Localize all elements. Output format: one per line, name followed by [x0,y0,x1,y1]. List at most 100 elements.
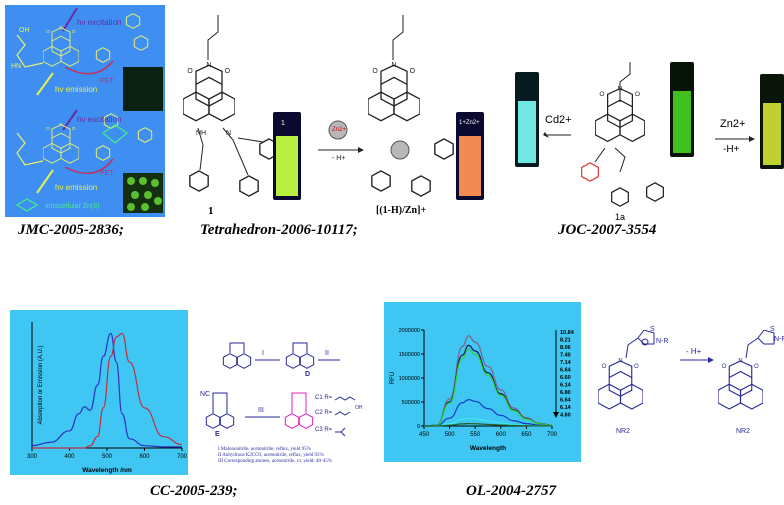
legend-label: 8.21 [560,338,571,344]
oh-label: OH [355,405,363,411]
compound-d: D [305,371,311,378]
emission-label: hν emission [55,85,98,94]
pet-arrow [64,60,114,75]
x-tick-label: 300 [27,454,38,460]
r-group-c2: C2 R= [315,410,333,416]
nr2-label-product: NR2 [736,428,751,435]
compound-e: E [215,431,220,438]
emission-arrow [36,72,54,96]
compound-1a-label: 1a [615,212,626,222]
excitation-label: hν excitation [77,18,122,27]
x-tick-label: 450 [419,432,430,438]
reference-jmc: JMC-2005-2836; [18,222,124,238]
legend-label: 6.60 [560,375,571,381]
cc-spectrum-chart: 300 400 500 600 700 Wavelength /nm Absorption … [10,310,188,475]
nc-label: NC [200,391,211,398]
x-tick-label: 700 [177,454,188,460]
zn-sphere-icon [328,120,348,140]
x-tick-label: 500 [102,454,113,460]
x-tick-label: 400 [64,454,75,460]
s-label: S [650,326,655,333]
r-group-c1: C1 R= [315,395,333,401]
vial-cd [515,72,539,167]
legend-label: 7.40 [560,353,571,359]
ol-structures: - H+ NR2 NR2 S S N-R N-R [588,326,784,450]
cell-image-dim [123,67,163,111]
ph-arrow-head [553,412,559,418]
cd-reagent: Cd2+ [545,114,572,126]
zn-reagent: Zn2+ [332,127,346,133]
compound-1-label: 1 [208,205,214,217]
scheme-note-1: I Malononitrile, acetonitrile, reflux, y… [218,447,311,452]
vial-1: 1 [273,112,301,200]
legend-label: 6.14 [560,405,572,411]
complex-label: [(1-H)/Zn]+ [376,205,427,216]
series-line-1 [32,332,183,449]
n-label: N [226,130,232,137]
step-1: I [262,350,264,357]
legend-label: 10.84 [560,330,575,336]
x-axis-label: Wavelength [470,445,506,452]
ol-fluorescence-chart: 450 500 550 600 650 700 0 500000 1000000 1500000 2… [384,302,581,462]
x-tick-label: 550 [470,432,481,438]
series-line-0 [31,332,182,448]
y-axis-label: RFU [390,372,396,384]
legend-label: 6.64 [560,368,572,374]
legend-label: 7.14 [560,360,572,366]
x-tick-label: 700 [547,432,558,438]
jmc-figure: hν excitation OH HN PET hν emission hν e… [5,5,165,217]
x-tick-label: 650 [521,432,532,438]
legend-label: 8.06 [560,345,571,351]
y-tick-label: 1500000 [399,352,420,358]
condition: -H+ [723,144,740,155]
emission-label-2: hν emission [55,183,98,192]
nh-label: HN [11,63,22,70]
y-tick-label: 2000000 [399,328,420,334]
zn-reagent: Zn2+ [720,118,746,130]
series-line-5 [423,422,553,427]
scheme-note-2: II Anhydrous K2CO3, acetonitrile, reflux… [218,453,324,458]
nr2-label: NR2 [616,428,631,435]
reference-cc: CC-2005-239; [150,483,238,499]
legend-label: 6.80 [560,390,571,396]
condition: - H+ [332,155,346,162]
step-2: II [325,350,329,357]
legend-label: 6.64 [560,398,572,404]
y-tick-label: 1000000 [399,376,420,382]
vial-zn [760,74,784,169]
legend-label: 6.14 [560,383,572,389]
zn-legend: intracellular Zn(II) [45,203,100,210]
y-tick-label: 0 [417,424,420,430]
y-tick-label: 500000 [402,400,420,406]
reference-ol: OL-2004-2757 [466,483,556,499]
x-tick-label: 600 [496,432,507,438]
oh-label: OH [19,27,30,34]
y-axis-label: Absorption or Emission (A.U.) [38,345,44,424]
reference-joc: JOC-2007-3554 [558,222,657,238]
series-line-0 [423,335,553,427]
vial-1-zn: 1+Zn2+ [456,112,484,200]
pet-label: PET [100,78,114,85]
tetrahedron-figure: 1 1+Zn2+ Zn2+ - H+ NH N 1 [(1-H)/Zn]+ [178,10,518,220]
excitation-label-2: hν excitation [77,115,122,124]
nr-label-product: N-R [774,336,784,343]
deprotonation-label: - H+ [686,347,702,356]
legend-label: 4.60 [560,413,571,419]
x-tick-label: 600 [139,454,150,460]
pet-label-2: PET [100,170,114,177]
step-3: III [258,407,264,414]
series-line-3 [423,398,553,427]
excitation-arrow [62,7,78,32]
x-tick-label: 500 [445,432,456,438]
series-line-2 [423,348,553,427]
cc-synthesis-scheme: I II III D E NC C1 R= C2 R= OH C3 R= I M… [200,335,363,475]
nh-label: NH [196,130,207,137]
scheme-note-3: III Corresponding amines, acetonitrile, … [218,459,332,464]
joc-figure: Cd2+ Zn2+ -H+ 1a [515,62,784,222]
reference-tetrahedron: Tetrahedron-2006-10117; [200,222,358,238]
r-group-c3: C3 R= [315,427,333,433]
nr-label: N-R [656,338,669,345]
vial-free [670,62,694,157]
s-label-product: S [770,326,775,333]
